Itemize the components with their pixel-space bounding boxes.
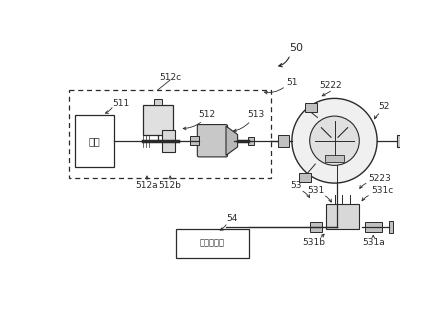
Text: 50: 50 <box>289 43 303 53</box>
Text: 513: 513 <box>247 110 264 119</box>
Text: 注入过滤部: 注入过滤部 <box>199 239 225 248</box>
Bar <box>278 135 289 147</box>
FancyArrowPatch shape <box>362 196 369 201</box>
Bar <box>176 228 249 258</box>
FancyArrowPatch shape <box>372 235 375 238</box>
Text: 51: 51 <box>286 78 297 87</box>
Circle shape <box>292 98 377 183</box>
FancyArrowPatch shape <box>146 176 148 180</box>
Bar <box>143 105 173 135</box>
Bar <box>248 137 254 145</box>
Bar <box>69 90 271 178</box>
Text: 512: 512 <box>198 110 215 119</box>
FancyArrowPatch shape <box>169 176 171 180</box>
FancyArrowPatch shape <box>279 57 289 67</box>
Text: 54: 54 <box>226 214 238 223</box>
FancyArrowPatch shape <box>321 234 324 237</box>
Text: 水源: 水源 <box>88 136 100 146</box>
Text: 53: 53 <box>290 181 301 190</box>
Bar <box>396 135 407 147</box>
Text: 511: 511 <box>113 99 130 107</box>
Circle shape <box>310 116 359 165</box>
Text: 512a: 512a <box>135 181 158 190</box>
Text: 531c: 531c <box>372 186 394 194</box>
FancyArrowPatch shape <box>360 183 366 188</box>
Bar <box>299 172 311 182</box>
Text: 5223: 5223 <box>369 174 391 183</box>
Bar <box>163 130 175 151</box>
Text: 512b: 512b <box>159 181 182 190</box>
Bar <box>154 99 162 105</box>
FancyArrowPatch shape <box>374 114 379 119</box>
Polygon shape <box>226 126 238 155</box>
FancyArrowPatch shape <box>303 191 309 198</box>
Text: 531b: 531b <box>302 238 325 247</box>
FancyArrowPatch shape <box>325 196 331 202</box>
Bar <box>389 221 393 233</box>
Bar <box>305 103 317 112</box>
FancyArrowPatch shape <box>234 123 249 132</box>
FancyArrowPatch shape <box>183 122 201 130</box>
Bar <box>325 155 344 162</box>
FancyArrowPatch shape <box>106 108 112 113</box>
Bar <box>75 115 114 167</box>
Text: 531: 531 <box>307 186 325 194</box>
Bar <box>310 222 322 232</box>
Bar <box>190 136 199 145</box>
FancyArrowPatch shape <box>322 91 330 96</box>
Text: 52: 52 <box>378 102 390 111</box>
FancyArrowPatch shape <box>220 225 226 230</box>
Text: 531a: 531a <box>362 238 385 247</box>
FancyBboxPatch shape <box>197 125 227 157</box>
Text: 5222: 5222 <box>319 81 342 90</box>
Bar <box>326 204 358 228</box>
FancyArrowPatch shape <box>265 88 283 94</box>
Bar <box>365 222 382 232</box>
Text: 512c: 512c <box>159 73 181 82</box>
